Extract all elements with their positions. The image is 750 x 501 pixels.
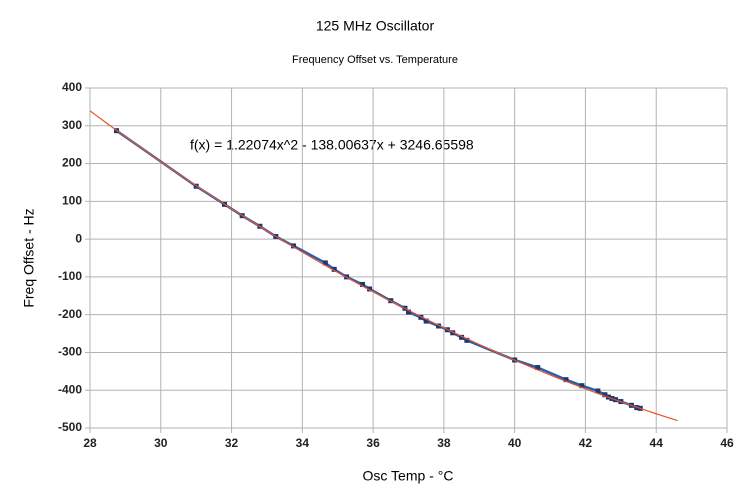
x-tick-label: 28: [83, 436, 97, 450]
data-point: [563, 377, 569, 383]
y-tick-label: -100: [58, 269, 82, 283]
y-axis-label: Freq Offset - Hz: [21, 208, 37, 307]
x-tick-label: 44: [650, 436, 664, 450]
y-tick-label: 300: [62, 118, 82, 132]
data-point: [459, 334, 465, 340]
data-point: [331, 266, 337, 272]
x-tick-label: 32: [225, 436, 239, 450]
chart-title: 125 MHz Oscillator: [316, 18, 435, 34]
data-point: [406, 309, 411, 315]
data-point: [602, 392, 608, 398]
x-tick-label: 40: [508, 436, 522, 450]
data-point: [450, 330, 456, 336]
chart-subtitle: Frequency Offset vs. Temperature: [292, 54, 458, 66]
y-tick-label: -300: [58, 345, 82, 359]
data-point: [535, 365, 541, 371]
y-tick-label: -200: [58, 307, 82, 321]
data-point: [418, 314, 424, 320]
y-tick-label: 100: [62, 194, 82, 208]
series-line: [115, 129, 641, 410]
data-point: [359, 281, 365, 287]
data-point: [423, 318, 429, 324]
data-point: [464, 337, 470, 343]
y-tick-label: 400: [62, 80, 82, 94]
x-tick-label: 42: [579, 436, 593, 450]
x-tick-label: 30: [154, 436, 168, 450]
trendline: [89, 110, 678, 422]
x-tick-label: 38: [437, 436, 451, 450]
data-point: [322, 260, 328, 266]
data-point: [367, 286, 373, 292]
y-tick-label: 200: [62, 156, 82, 170]
y-tick-label: 0: [75, 231, 82, 245]
data-point: [595, 388, 601, 394]
trendline-equation: f(x) = 1.22074x^2 - 138.00637x + 3246.65…: [190, 137, 474, 153]
y-tick-label: -400: [58, 382, 82, 396]
x-axis-label: Osc Temp - °C: [363, 468, 454, 484]
data-point: [436, 323, 442, 329]
data-point: [579, 383, 585, 389]
y-tick-label: -500: [58, 420, 82, 434]
x-tick-label: 34: [296, 436, 310, 450]
x-tick-label: 46: [720, 436, 734, 450]
data-point: [290, 243, 296, 249]
x-tick-label: 36: [366, 436, 380, 450]
